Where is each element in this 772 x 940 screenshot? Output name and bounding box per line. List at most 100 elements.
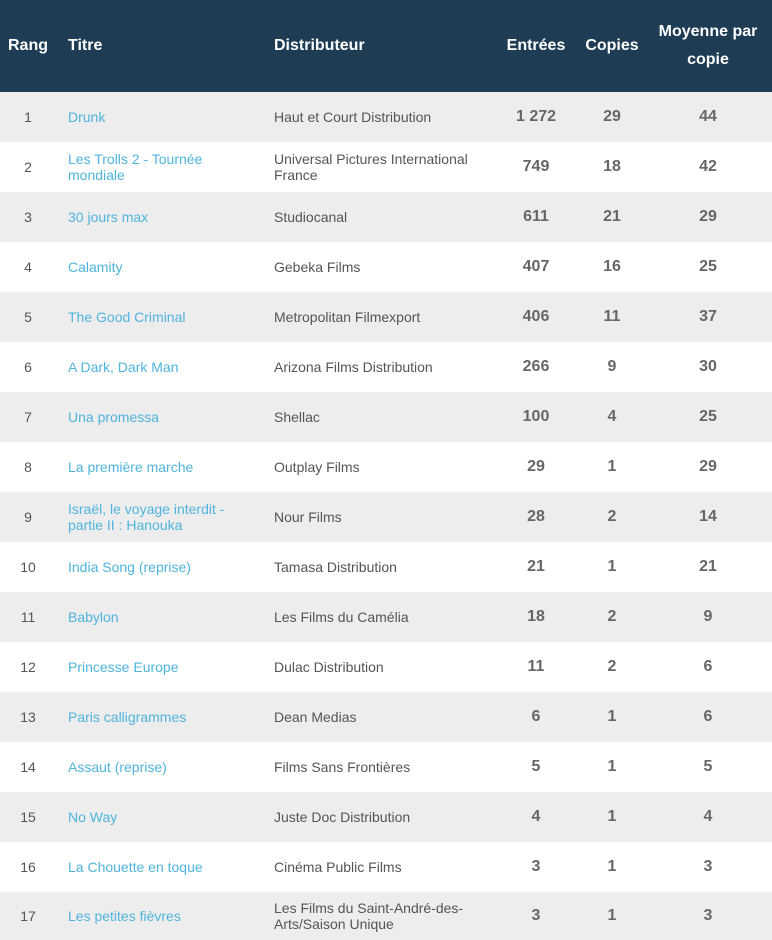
film-title-link[interactable]: Una promessa	[68, 409, 160, 425]
moyenne-cell: 4	[703, 808, 713, 825]
distributor-cell: Films Sans Frontières	[274, 759, 411, 775]
header-moyenne: Moyenne par copie	[658, 23, 758, 68]
rank-cell: 17	[20, 908, 36, 924]
title-cell: India Song (reprise)	[56, 542, 262, 592]
entrees-cell: 407	[522, 258, 550, 275]
rank-cell: 15	[20, 809, 36, 825]
copies-cell: 2	[607, 608, 617, 625]
copies-cell: 1	[607, 708, 617, 725]
rank-cell: 5	[24, 309, 32, 325]
moyenne-cell: 9	[703, 608, 713, 625]
moyenne-cell: 3	[703, 858, 713, 875]
rank-cell: 4	[24, 259, 32, 275]
title-cell: Paris calligrammes	[56, 692, 262, 742]
distributor-cell: Dean Medias	[274, 709, 357, 725]
rank-cell: 11	[20, 609, 36, 625]
rank-cell: 14	[20, 759, 36, 775]
distributor-cell: Tamasa Distribution	[274, 559, 397, 575]
copies-cell: 1	[607, 808, 617, 825]
distributor-cell: Les Films du Camélia	[274, 609, 409, 625]
title-cell: 30 jours max	[56, 192, 262, 242]
table-row: 9 Israël, le voyage interdit - partie II…	[0, 492, 772, 542]
copies-cell: 21	[603, 208, 621, 225]
distributor-cell: Universal Pictures International France	[274, 151, 468, 183]
entrees-cell: 406	[522, 308, 550, 325]
copies-cell: 29	[603, 108, 621, 125]
entrees-cell: 1 272	[515, 108, 557, 125]
title-cell: Les Trolls 2 - Tournée mondiale	[56, 142, 262, 192]
table-row: 2 Les Trolls 2 - Tournée mondiale Univer…	[0, 142, 772, 192]
table-row: 10 India Song (reprise) Tamasa Distribut…	[0, 542, 772, 592]
entrees-cell: 29	[527, 458, 545, 475]
film-title-link[interactable]: Paris calligrammes	[68, 709, 187, 725]
distributor-cell: Outplay Films	[274, 459, 360, 475]
moyenne-cell: 29	[699, 458, 717, 475]
table-header: Rang Titre Distributeur Entrées Copies M…	[0, 0, 772, 92]
film-title-link[interactable]: La Chouette en toque	[68, 859, 203, 875]
film-title-link[interactable]: Israël, le voyage interdit - partie II :…	[68, 501, 225, 533]
film-title-link[interactable]: The Good Criminal	[68, 309, 186, 325]
entrees-cell: 3	[531, 907, 541, 924]
title-cell: No Way	[56, 792, 262, 842]
table-body: 1 Drunk Haut et Court Distribution 1 272…	[0, 92, 772, 940]
rank-cell: 16	[20, 859, 36, 875]
title-cell: Babylon	[56, 592, 262, 642]
entrees-cell: 11	[527, 658, 545, 675]
moyenne-cell: 6	[703, 708, 713, 725]
table-row: 8 La première marche Outplay Films 29 1 …	[0, 442, 772, 492]
copies-cell: 4	[607, 408, 617, 425]
copies-cell: 1	[607, 458, 617, 475]
title-cell: Calamity	[56, 242, 262, 292]
entrees-cell: 18	[527, 608, 545, 625]
distributor-cell: Nour Films	[274, 509, 342, 525]
film-title-link[interactable]: Babylon	[68, 609, 119, 625]
copies-cell: 1	[607, 907, 617, 924]
film-title-link[interactable]: India Song (reprise)	[68, 559, 191, 575]
entrees-cell: 6	[531, 708, 541, 725]
table-row: 7 Una promessa Shellac 100 4 25	[0, 392, 772, 442]
copies-cell: 1	[607, 558, 617, 575]
rank-cell: 7	[24, 409, 32, 425]
film-title-link[interactable]: Princesse Europe	[68, 659, 179, 675]
moyenne-cell: 14	[699, 508, 717, 525]
title-cell: Assaut (reprise)	[56, 742, 262, 792]
table-row: 11 Babylon Les Films du Camélia 18 2 9	[0, 592, 772, 642]
entrees-cell: 611	[523, 208, 549, 225]
table-row: 1 Drunk Haut et Court Distribution 1 272…	[0, 92, 772, 142]
film-title-link[interactable]: Les Trolls 2 - Tournée mondiale	[68, 151, 203, 183]
title-cell: Israël, le voyage interdit - partie II :…	[56, 492, 262, 542]
rank-cell: 8	[24, 459, 32, 475]
film-title-link[interactable]: Calamity	[68, 259, 123, 275]
distributor-cell: Arizona Films Distribution	[274, 359, 433, 375]
distributor-cell: Studiocanal	[274, 209, 348, 225]
table-row: 16 La Chouette en toque Cinéma Public Fi…	[0, 842, 772, 892]
title-cell: La Chouette en toque	[56, 842, 262, 892]
film-title-link[interactable]: La première marche	[68, 459, 194, 475]
distributor-cell: Juste Doc Distribution	[274, 809, 411, 825]
film-title-link[interactable]: Les petites fièvres	[68, 908, 181, 924]
header-titre: Titre	[68, 37, 103, 54]
rank-cell: 12	[20, 659, 36, 675]
film-title-link[interactable]: Drunk	[68, 109, 106, 125]
film-title-link[interactable]: Assaut (reprise)	[68, 759, 167, 775]
rank-cell: 10	[20, 559, 36, 575]
copies-cell: 2	[607, 508, 617, 525]
table-row: 12 Princesse Europe Dulac Distribution 1…	[0, 642, 772, 692]
title-cell: The Good Criminal	[56, 292, 262, 342]
film-title-link[interactable]: No Way	[68, 809, 118, 825]
table-row: 17 Les petites fièvres Les Films du Sain…	[0, 892, 772, 940]
distributor-cell: Haut et Court Distribution	[274, 109, 432, 125]
title-cell: Princesse Europe	[56, 642, 262, 692]
table-row: 3 30 jours max Studiocanal 611 21 29	[0, 192, 772, 242]
entrees-cell: 749	[522, 158, 550, 175]
film-title-link[interactable]: A Dark, Dark Man	[68, 359, 179, 375]
title-cell: Drunk	[56, 92, 262, 142]
film-title-link[interactable]: 30 jours max	[68, 209, 149, 225]
rank-cell: 3	[24, 209, 32, 225]
copies-cell: 1	[607, 858, 617, 875]
distributor-cell: Cinéma Public Films	[274, 859, 402, 875]
title-cell: Les petites fièvres	[56, 892, 262, 940]
moyenne-cell: 25	[699, 258, 717, 275]
moyenne-cell: 44	[699, 108, 717, 125]
